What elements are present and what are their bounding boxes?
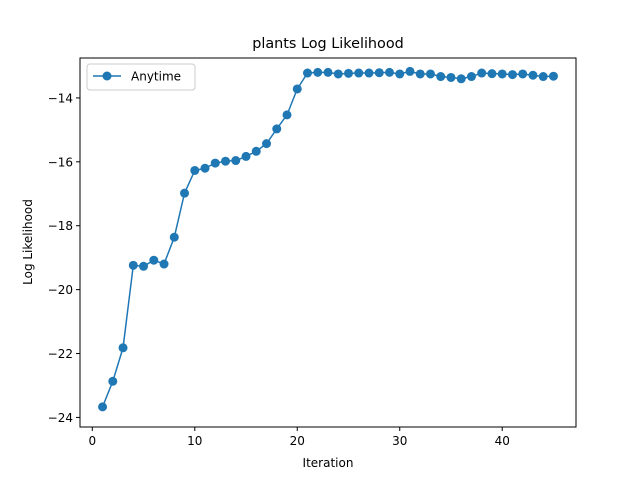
- y-tick-label: −24: [48, 411, 73, 425]
- legend-marker: [102, 71, 112, 81]
- data-point: [538, 72, 548, 82]
- data-point: [241, 151, 251, 161]
- chart-title: plants Log Likelihood: [252, 36, 404, 52]
- data-point: [374, 68, 384, 78]
- data-point: [323, 67, 333, 77]
- plot-frame: [79, 57, 577, 428]
- data-point: [395, 69, 405, 79]
- data-point: [518, 69, 528, 79]
- data-point: [190, 165, 200, 175]
- data-point: [169, 232, 179, 242]
- data-point: [128, 260, 138, 270]
- legend-frame: [86, 63, 196, 91]
- data-point: [108, 376, 118, 386]
- data-point: [487, 69, 497, 79]
- data-point: [415, 69, 425, 79]
- data-point: [354, 68, 364, 78]
- data-point: [528, 70, 538, 80]
- data-point: [313, 67, 323, 77]
- data-point: [436, 72, 446, 82]
- x-axis-label: Iteration: [303, 456, 354, 470]
- data-point: [139, 261, 149, 271]
- data-point: [466, 72, 476, 82]
- data-point: [303, 68, 312, 78]
- data-point: [159, 259, 169, 269]
- x-tick-label: 30: [392, 434, 407, 448]
- data-point: [344, 68, 353, 78]
- series-layer: [98, 66, 558, 412]
- data-point: [149, 255, 159, 265]
- data-point: [231, 156, 241, 166]
- data-point: [507, 70, 517, 80]
- y-axis-label: Log Likelihood: [21, 199, 35, 285]
- data-point: [98, 402, 108, 412]
- x-tick-label: 10: [187, 434, 202, 448]
- axes-layer: [79, 57, 577, 428]
- data-point: [118, 343, 128, 353]
- data-point: [272, 124, 282, 134]
- data-point: [405, 66, 415, 76]
- data-point: [456, 74, 466, 84]
- data-point: [262, 139, 272, 149]
- data-point: [446, 72, 456, 82]
- data-point: [200, 163, 210, 173]
- legend: Anytime: [86, 63, 196, 91]
- y-tick-label: −14: [48, 91, 73, 105]
- data-point: [477, 68, 487, 78]
- data-point: [425, 69, 435, 79]
- data-point: [210, 158, 220, 168]
- ticks-layer: 0 10 20 30 40 −24 −22 −20 −18 −16 −14: [48, 91, 510, 448]
- x-tick-label: 0: [88, 434, 96, 448]
- data-point: [292, 84, 302, 94]
- data-point: [497, 69, 507, 79]
- legend-label: Anytime: [131, 70, 181, 84]
- data-point: [333, 69, 343, 79]
- x-tick-label: 40: [495, 434, 510, 448]
- data-point: [548, 71, 558, 81]
- x-tick-label: 20: [290, 434, 305, 448]
- y-tick-label: −16: [48, 155, 73, 169]
- data-point: [384, 67, 394, 77]
- y-tick-label: −20: [48, 283, 73, 297]
- data-point: [251, 146, 261, 156]
- data-point: [221, 156, 231, 166]
- y-tick-label: −18: [48, 219, 73, 233]
- data-point: [180, 188, 190, 198]
- y-tick-label: −22: [48, 347, 73, 361]
- data-point: [282, 110, 292, 120]
- data-point: [364, 68, 374, 78]
